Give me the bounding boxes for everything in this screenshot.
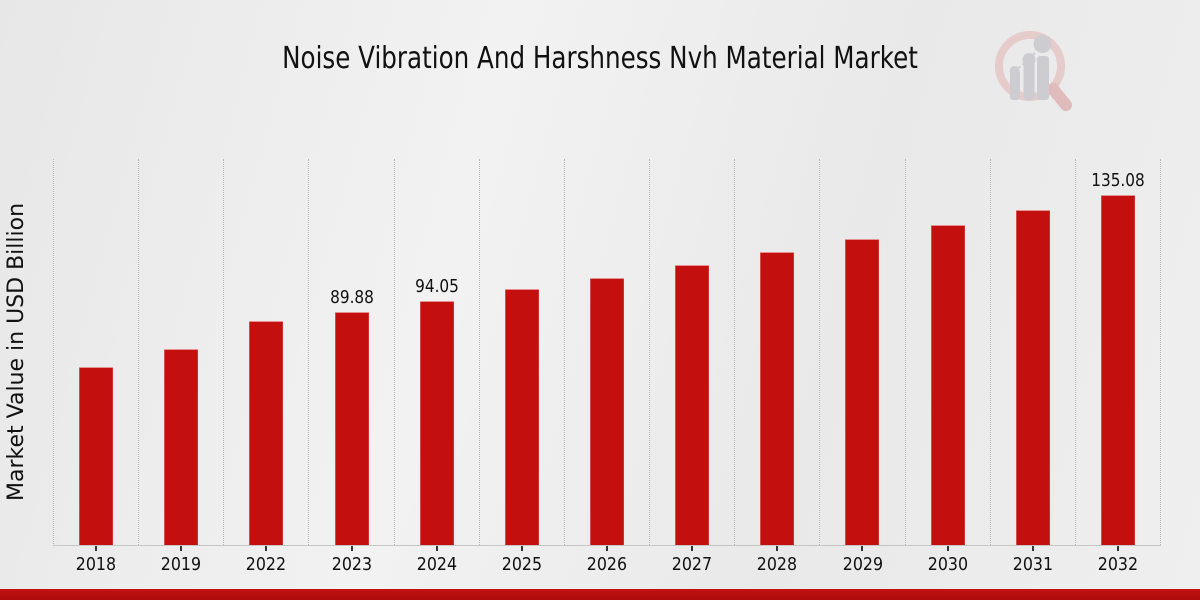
chart-title: Noise Vibration And Harshness Nvh Materi…: [282, 41, 918, 76]
x-tick-label-2032: 2032: [1097, 554, 1139, 575]
bar-2019: [164, 349, 199, 545]
x-axis-tick: [520, 546, 523, 551]
bar-2022: [249, 321, 284, 545]
category-slot-2025: 2025: [480, 159, 565, 575]
bar-2029: [845, 238, 880, 545]
category-slot-2023: 89.88 2023: [309, 159, 395, 575]
y-axis-label: Market Value in USD Billion: [4, 202, 29, 502]
x-tick-label-2024: 2024: [416, 554, 457, 575]
bar-2030: [930, 224, 965, 545]
bar-2024: [419, 300, 454, 545]
category-slot-2027: 2027: [650, 159, 736, 575]
bar-2028: [760, 252, 795, 545]
x-tick-label-2022: 2022: [246, 554, 287, 575]
category-slot-2026: 2026: [565, 159, 651, 575]
x-axis-tick: [861, 546, 864, 551]
category-slot-2019: 2019: [139, 159, 225, 575]
category-slot-2029: 2029: [820, 159, 906, 575]
x-tick-label-2025: 2025: [501, 554, 543, 575]
plot-area: 2018 2019 2022 89.88 2023 94.05 2024 2025 2026 20…: [53, 159, 1162, 575]
x-axis-tick: [350, 546, 353, 551]
x-tick-label-2031: 2031: [1012, 554, 1053, 575]
x-axis-tick: [1031, 546, 1034, 551]
x-tick-label-2028: 2028: [757, 554, 798, 575]
bar-2025: [504, 289, 539, 545]
x-tick-label-2019: 2019: [161, 554, 202, 575]
bar-value-label-2024: 94.05: [414, 275, 459, 297]
bar-2027: [675, 265, 710, 545]
x-tick-label-2026: 2026: [586, 554, 628, 575]
x-tick-label-2030: 2030: [927, 554, 968, 575]
category-slot-2032: 135.08 2032: [1076, 159, 1162, 575]
category-slot-2022: 2022: [224, 159, 310, 575]
x-axis-tick: [1116, 546, 1119, 551]
bar-2031: [1015, 209, 1050, 545]
x-tick-label-2027: 2027: [672, 554, 713, 575]
category-slot-2018: 2018: [54, 159, 140, 575]
x-tick-label-2023: 2023: [331, 554, 372, 575]
category-slot-2030: 2030: [906, 159, 991, 575]
x-axis-tick: [435, 546, 438, 551]
magnifier-bar-chart-logo-icon: [995, 31, 1072, 111]
x-axis-tick: [946, 546, 949, 551]
footer-accent-bar: [0, 589, 1200, 600]
bar-2032: [1100, 194, 1135, 545]
bar-2023: [334, 311, 369, 545]
bar-value-label-2032: 135.08: [1091, 169, 1145, 191]
x-axis-tick: [180, 546, 183, 551]
x-axis-tick: [606, 546, 609, 551]
category-slot-2028: 2028: [735, 159, 821, 575]
bar-2018: [79, 367, 114, 545]
x-tick-label-2018: 2018: [75, 554, 117, 575]
category-slot-2031: 2031: [991, 159, 1076, 575]
x-axis-tick: [265, 546, 268, 551]
bar-value-label-2023: 89.88: [329, 286, 374, 308]
x-tick-label-2029: 2029: [842, 554, 883, 575]
x-axis-tick: [776, 546, 779, 551]
x-axis-tick: [691, 546, 694, 551]
category-slot-2024: 94.05 2024: [395, 159, 480, 575]
x-axis-tick: [95, 546, 98, 551]
bar-2026: [590, 277, 625, 545]
